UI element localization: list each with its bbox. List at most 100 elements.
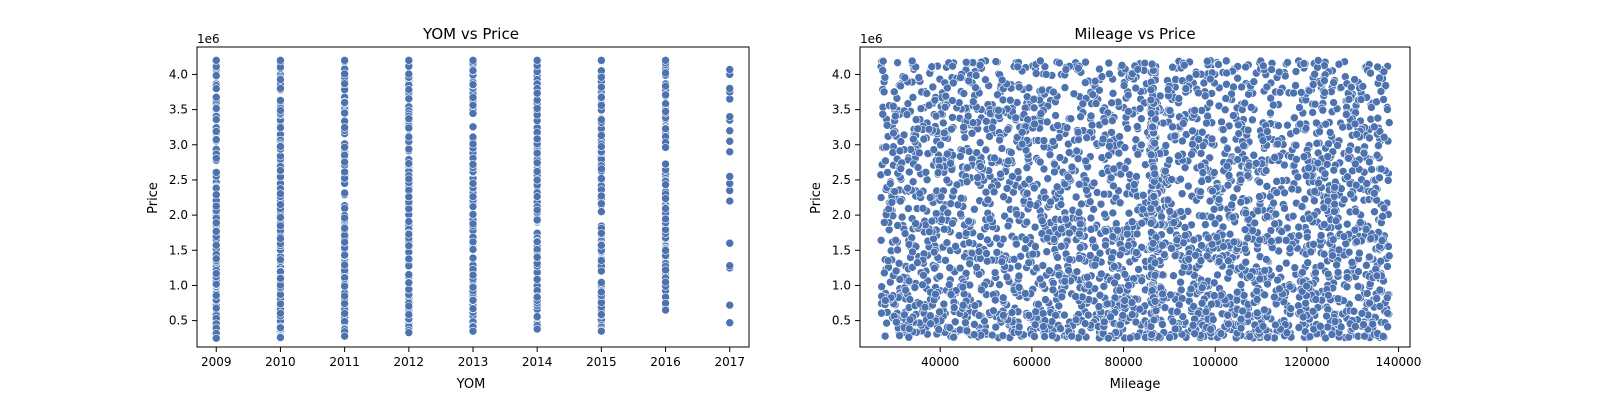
scatter-point [1346,189,1355,199]
scatter-point [963,163,972,172]
scatter-point [948,96,957,105]
scatter-point [1165,207,1175,216]
x-tick-label: 40000 [921,355,959,369]
scatter-point [1046,197,1055,207]
scatter-point [1280,188,1289,198]
scatter-point [1024,310,1034,320]
scatter-point [958,282,968,292]
scatter-point [1179,119,1188,128]
scatter-point [1201,220,1210,229]
scatter-point [1328,251,1337,260]
scatter-point [1210,291,1219,300]
scatter-point [1165,106,1175,115]
scatter-point [1062,123,1072,133]
scatter-point [1280,160,1289,170]
scatter-point [911,115,921,124]
scatter-point [1368,319,1377,329]
scatter-point [211,291,221,300]
scatter-point [975,138,985,147]
scatter-point [1350,119,1360,129]
scatter-point [1188,126,1197,136]
scatter-point [1248,226,1257,235]
scatter-point [972,148,981,157]
scatter-point [908,177,918,187]
scatter-point [1107,253,1117,263]
scatter-point [661,99,670,109]
scatter-point [970,301,980,310]
scatter-point [1069,89,1079,99]
scatter-point [340,157,349,167]
y-tick-label: 3.0 [169,138,188,152]
scatter-point [1120,270,1130,279]
scatter-point [1097,72,1107,81]
scatter-point [1340,72,1350,81]
scatter-point [1115,198,1125,208]
scatter-point [1135,304,1145,314]
scatter-point [1048,285,1058,295]
scatter-point [964,216,974,226]
scatter-point [1042,233,1052,243]
scatter-point [1221,94,1231,103]
scatter-point [1006,148,1016,157]
scatter-point [1024,175,1034,184]
scatter-point [1030,320,1040,329]
scatter-point [1158,320,1167,329]
scatter-point [1365,157,1374,167]
scatter-point [1197,177,1206,186]
scatter-point [913,163,923,172]
scatter-point [1002,272,1012,282]
scatter-point [1003,221,1013,231]
scatter-point [1074,63,1083,73]
scatter-point [276,333,285,342]
scatter-point [1023,115,1032,124]
scatter-point [897,212,907,222]
scatter-point [340,167,349,177]
scatter-point [1362,289,1372,298]
scatter-point [1351,180,1361,190]
scatter-point [276,189,285,199]
scatter-point [1101,240,1110,250]
scatter-point [1262,255,1271,264]
scatter-point [931,289,940,299]
scatter-point [1061,214,1071,224]
scatter-point [1146,204,1156,213]
scatter-point [1041,295,1050,304]
scatter-point [1203,56,1212,66]
scatter-point [1047,331,1057,340]
scatter-point [918,204,928,213]
scatter-point [999,192,1008,202]
scatter-point [950,317,960,327]
scatter-point [597,191,606,201]
x-tick-label: 2015 [586,355,617,369]
scatter-point [1315,127,1324,137]
scatter-point [1206,325,1215,334]
scatter-point [1132,172,1141,181]
x-tick-label: 140000 [1376,355,1422,369]
scatter-point [965,259,974,269]
scatter-point [1250,218,1260,228]
scatter-point [1353,282,1363,291]
scatter-point [939,224,949,234]
scatter-point [340,56,349,65]
scatter-point [1362,179,1372,188]
scatter-point [1080,319,1090,328]
scatter-point [1137,218,1147,228]
scatter-point [1225,229,1235,239]
scatter-point [900,73,910,82]
scatter-point [404,192,414,202]
scatter-point [1266,236,1276,246]
scatter-point [880,331,890,341]
scatter-point [1180,163,1190,172]
scatter-point [1236,323,1246,333]
scatter-point [1170,324,1180,334]
scatter-point [597,142,606,151]
scatter-point [963,111,973,121]
scatter-point [997,257,1007,266]
scatter-point [1255,235,1264,245]
scatter-point [1243,125,1253,135]
scatter-point [1341,239,1351,249]
scatter-point [1147,59,1157,69]
scatter-point [1198,211,1207,221]
scatter-point [882,120,892,130]
scatter-point [960,133,970,142]
